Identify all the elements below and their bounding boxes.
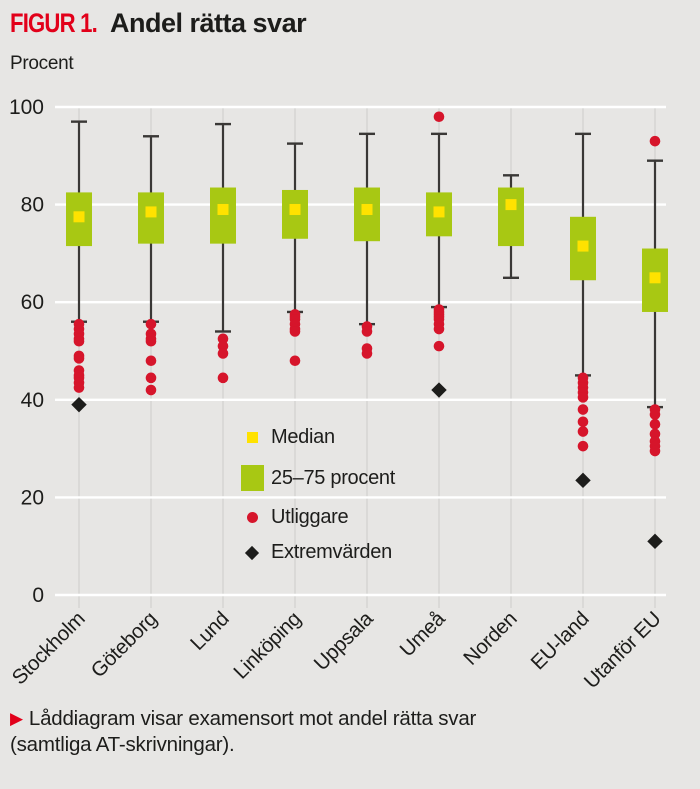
median-marker bbox=[505, 199, 517, 211]
outlier-dot bbox=[217, 333, 229, 345]
y-tick-label: 80 bbox=[21, 194, 44, 217]
median-marker bbox=[361, 203, 373, 215]
caption-line-2: (samtliga AT-skrivningar). bbox=[10, 733, 235, 757]
legend-item-median: Median bbox=[241, 426, 335, 449]
x-category-label: Stockholm bbox=[8, 607, 90, 689]
outlier-dot bbox=[217, 348, 229, 359]
outlier-dot bbox=[145, 335, 157, 347]
legend-label: 25–75 procent bbox=[271, 466, 395, 489]
median-marker bbox=[217, 203, 229, 215]
median-marker bbox=[145, 206, 157, 218]
outlier-dot bbox=[73, 353, 85, 364]
figure-label: FIGUR 1. bbox=[10, 8, 98, 38]
figure-caption: ▶ Låddiagram visar examensort mot andel r… bbox=[10, 706, 670, 758]
outlier-dot bbox=[577, 426, 589, 437]
outlier-dot bbox=[145, 372, 157, 384]
outlier-dot bbox=[577, 416, 589, 428]
median-marker bbox=[577, 240, 589, 252]
iqr-box bbox=[498, 187, 524, 247]
iqr-box-icon bbox=[241, 465, 271, 491]
outlier-dot bbox=[577, 440, 589, 452]
outlier-dot bbox=[145, 355, 157, 367]
y-tick-label: 100 bbox=[9, 96, 44, 119]
outlier-dot bbox=[433, 111, 445, 123]
outlier-dot bbox=[145, 318, 157, 330]
y-axis-unit-label: Procent bbox=[10, 53, 74, 74]
iqr-box bbox=[138, 192, 164, 244]
outlier-dot bbox=[73, 382, 85, 393]
outlier-dot bbox=[577, 392, 589, 403]
boxplot-Göteborg: Göteborg bbox=[87, 135, 164, 682]
median-marker bbox=[289, 203, 301, 215]
legend-label: Utliggare bbox=[271, 506, 349, 528]
outlier-dot bbox=[289, 355, 301, 367]
outlier-dot bbox=[73, 335, 85, 347]
caption-line-1: ▶ Låddiagram visar examensort mot andel r… bbox=[10, 707, 477, 730]
legend-label: Median bbox=[271, 426, 335, 448]
outlier-dot bbox=[649, 418, 661, 430]
legend-label: Extremvärden bbox=[271, 541, 392, 563]
outlier-dot bbox=[577, 404, 589, 415]
y-tick-label: 0 bbox=[32, 584, 44, 607]
x-category-label: Uppsala bbox=[310, 607, 379, 676]
outlier-dot bbox=[361, 348, 373, 359]
x-category-label: Lund bbox=[186, 607, 234, 655]
y-tick-label: 40 bbox=[21, 389, 44, 412]
extreme-diamond bbox=[575, 472, 591, 489]
x-category-label: Utanför EU bbox=[580, 607, 666, 693]
page-title: FIGUR 1. Andel rätta svar bbox=[10, 8, 690, 39]
extreme-diamond-icon bbox=[241, 545, 271, 560]
y-tick-label: 60 bbox=[21, 291, 44, 314]
outlier-dot bbox=[145, 384, 157, 396]
legend-item-outlier: Utliggare bbox=[241, 506, 349, 529]
x-category-label: Umeå bbox=[395, 607, 450, 662]
boxplot-EU-land: EU-land bbox=[526, 132, 596, 674]
boxplot-Umeå: Umeå bbox=[395, 111, 452, 661]
median-marker bbox=[433, 206, 445, 218]
y-tick-label: 20 bbox=[21, 486, 44, 509]
figure-title: Andel rätta svar bbox=[110, 8, 307, 38]
median-square-icon bbox=[241, 432, 271, 443]
x-category-label: Linköping bbox=[229, 607, 305, 683]
outlier-dot bbox=[217, 340, 229, 352]
caption-arrow-icon: ▶ bbox=[10, 709, 23, 728]
outlier-dot-icon bbox=[241, 512, 271, 523]
x-category-label: Göteborg bbox=[87, 607, 162, 682]
legend-item-extreme: Extremvärden bbox=[241, 541, 392, 564]
chart-header: FIGUR 1. Andel rätta svar Procent bbox=[10, 8, 690, 75]
x-category-label: Norden bbox=[459, 607, 522, 670]
outlier-dot bbox=[433, 340, 445, 352]
outlier-dot bbox=[649, 409, 661, 420]
extreme-diamond bbox=[431, 382, 447, 398]
outlier-dot bbox=[361, 326, 373, 337]
outlier-dot bbox=[649, 135, 661, 147]
outlier-dot bbox=[217, 372, 229, 384]
median-marker bbox=[73, 211, 85, 223]
iqr-box bbox=[210, 187, 236, 244]
outlier-dot bbox=[433, 323, 445, 335]
median-marker bbox=[649, 272, 661, 284]
extreme-diamond bbox=[647, 533, 663, 550]
outlier-dot bbox=[649, 428, 661, 440]
boxplot-Linköping: Linköping bbox=[229, 142, 308, 684]
outlier-dot bbox=[289, 326, 301, 337]
legend-item-iqr-box: 25–75 procent bbox=[241, 465, 395, 491]
outlier-dot bbox=[649, 445, 661, 457]
x-category-label: EU-land bbox=[526, 607, 593, 674]
